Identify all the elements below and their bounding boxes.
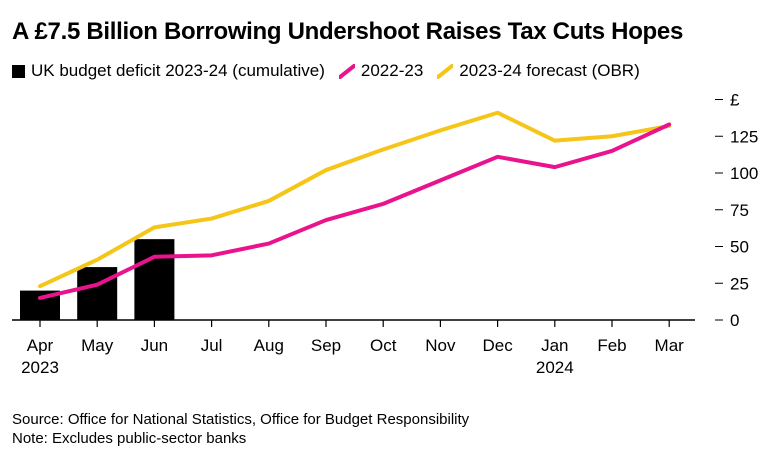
y-tick-label: 125 [730,127,758,146]
deficit-bar [77,267,118,320]
deficit-bar [134,239,175,320]
y-tick-label: 25 [730,274,749,293]
exclusion-note: Note: Excludes public-sector banks [12,430,247,447]
y-tick-label: 50 [730,238,749,257]
x-tick-label: Oct [370,336,397,355]
x-tick-label: Aug [254,336,284,355]
forecast-line [38,110,672,289]
legend: UK budget deficit 2023-24 (cumulative) 2… [12,61,654,81]
legend-swatch-forecast [437,64,454,79]
legend-item-prior-year: 2022-23 [338,61,424,81]
x-tick-label: May [81,336,114,355]
y-unit-label: £ [730,91,740,110]
chart-plot: 0 25 50 75 100 125 £ Apr 2023 May Jun Jul Aug Sep Oct N… [12,91,758,377]
y-tick-label: 100 [730,164,758,183]
x-year-label: 2023 [21,358,59,377]
x-year-label: 2024 [536,358,574,377]
legend-label-deficit: UK budget deficit 2023-24 (cumulative) [31,61,325,80]
legend-label-forecast: 2023-24 forecast (OBR) [459,61,640,80]
legend-swatch-prior-year [338,64,355,79]
source-note: Source: Office for National Statistics, … [12,411,470,428]
x-tick-label: Dec [482,336,513,355]
y-tick-label: 75 [730,201,749,220]
x-tick-label: Sep [311,336,341,355]
x-tick-label: Jan [541,336,568,355]
legend-item-deficit: UK budget deficit 2023-24 (cumulative) [12,61,325,81]
x-tick-label: Mar [655,336,685,355]
legend-swatch-deficit [12,64,25,78]
x-tick-label: Feb [597,336,626,355]
legend-label-prior-year: 2022-23 [360,61,424,80]
x-tick-label: Apr [27,336,54,355]
x-tick-label: Jul [201,336,223,355]
x-tick-label: Nov [425,336,456,355]
chart-title: A £7.5 Billion Borrowing Undershoot Rais… [12,18,684,45]
chart-footer: Source: Office for National Statistics, … [12,410,469,448]
x-tick-label: Jun [141,336,168,355]
y-tick-label: 0 [730,311,739,330]
legend-item-forecast: 2023-24 forecast (OBR) [437,61,640,81]
prior-year-line [38,122,672,300]
